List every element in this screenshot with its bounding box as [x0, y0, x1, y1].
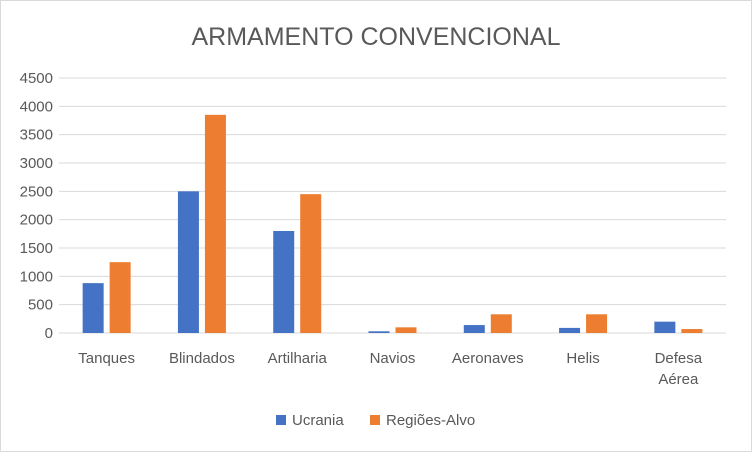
- bar-ucrania: [273, 231, 295, 333]
- x-category-label-line: Aérea: [658, 371, 699, 388]
- y-tick-label: 3000: [20, 155, 53, 172]
- bar-regioes-alvo: [681, 329, 703, 333]
- bar-regioes-alvo: [204, 114, 226, 333]
- x-category-label-line: Blindados: [169, 350, 235, 367]
- y-tick-label: 3500: [20, 127, 53, 144]
- bar-ucrania: [559, 327, 581, 333]
- legend-label: Regiões-Alvo: [386, 412, 475, 429]
- x-category-label-line: Tanques: [78, 350, 135, 367]
- bar-regioes-alvo: [109, 262, 131, 333]
- bar-regioes-alvo: [395, 327, 417, 333]
- y-tick-label: 0: [45, 325, 53, 342]
- gridlines: [59, 77, 726, 334]
- legend-label: Ucrania: [292, 412, 344, 429]
- legend-swatch: [370, 415, 380, 425]
- x-category-label-line: Aeronaves: [452, 350, 524, 367]
- x-category-label: Navios: [370, 350, 416, 367]
- x-category-label-line: Helis: [566, 350, 599, 367]
- y-axis-tick-labels: 0 500 1000 1500 2000 2500 3000 3500 4000 4500: [20, 70, 53, 342]
- y-tick-label: 500: [28, 297, 53, 314]
- x-category-label: Aeronaves: [452, 350, 524, 367]
- bar-regioes-alvo: [490, 314, 512, 333]
- x-category-label-line: Artilharia: [268, 350, 328, 367]
- x-category-label-line: Navios: [370, 350, 416, 367]
- y-tick-label: 1000: [20, 268, 53, 285]
- x-category-label: Defesa Aérea: [655, 350, 703, 388]
- y-tick-label: 4000: [20, 98, 53, 115]
- bar-ucrania: [368, 331, 390, 333]
- bar-ucrania: [177, 191, 199, 333]
- bar-regioes-alvo: [586, 314, 608, 333]
- bar-regioes-alvo: [300, 194, 322, 333]
- legend: Ucrania Regiões-Alvo: [276, 412, 475, 429]
- y-tick-label: 1500: [20, 240, 53, 257]
- legend-swatch: [276, 415, 286, 425]
- x-axis-category-labels: Tanques Blindados Artilharia Navios Aeronave…: [78, 350, 702, 388]
- x-category-label: Blindados: [169, 350, 235, 367]
- x-category-label: Tanques: [78, 350, 135, 367]
- x-category-label-line: Defesa: [655, 350, 703, 367]
- bar-ucrania: [82, 283, 104, 333]
- bars: [82, 114, 703, 333]
- chart-title: ARMAMENTO CONVENCIONAL: [191, 23, 560, 51]
- bar-ucrania: [654, 321, 676, 333]
- y-tick-label: 2500: [20, 183, 53, 200]
- bar-ucrania: [463, 325, 485, 333]
- y-tick-label: 4500: [20, 70, 53, 87]
- y-tick-label: 2000: [20, 212, 53, 229]
- x-category-label: Helis: [566, 350, 599, 367]
- x-category-label: Artilharia: [268, 350, 328, 367]
